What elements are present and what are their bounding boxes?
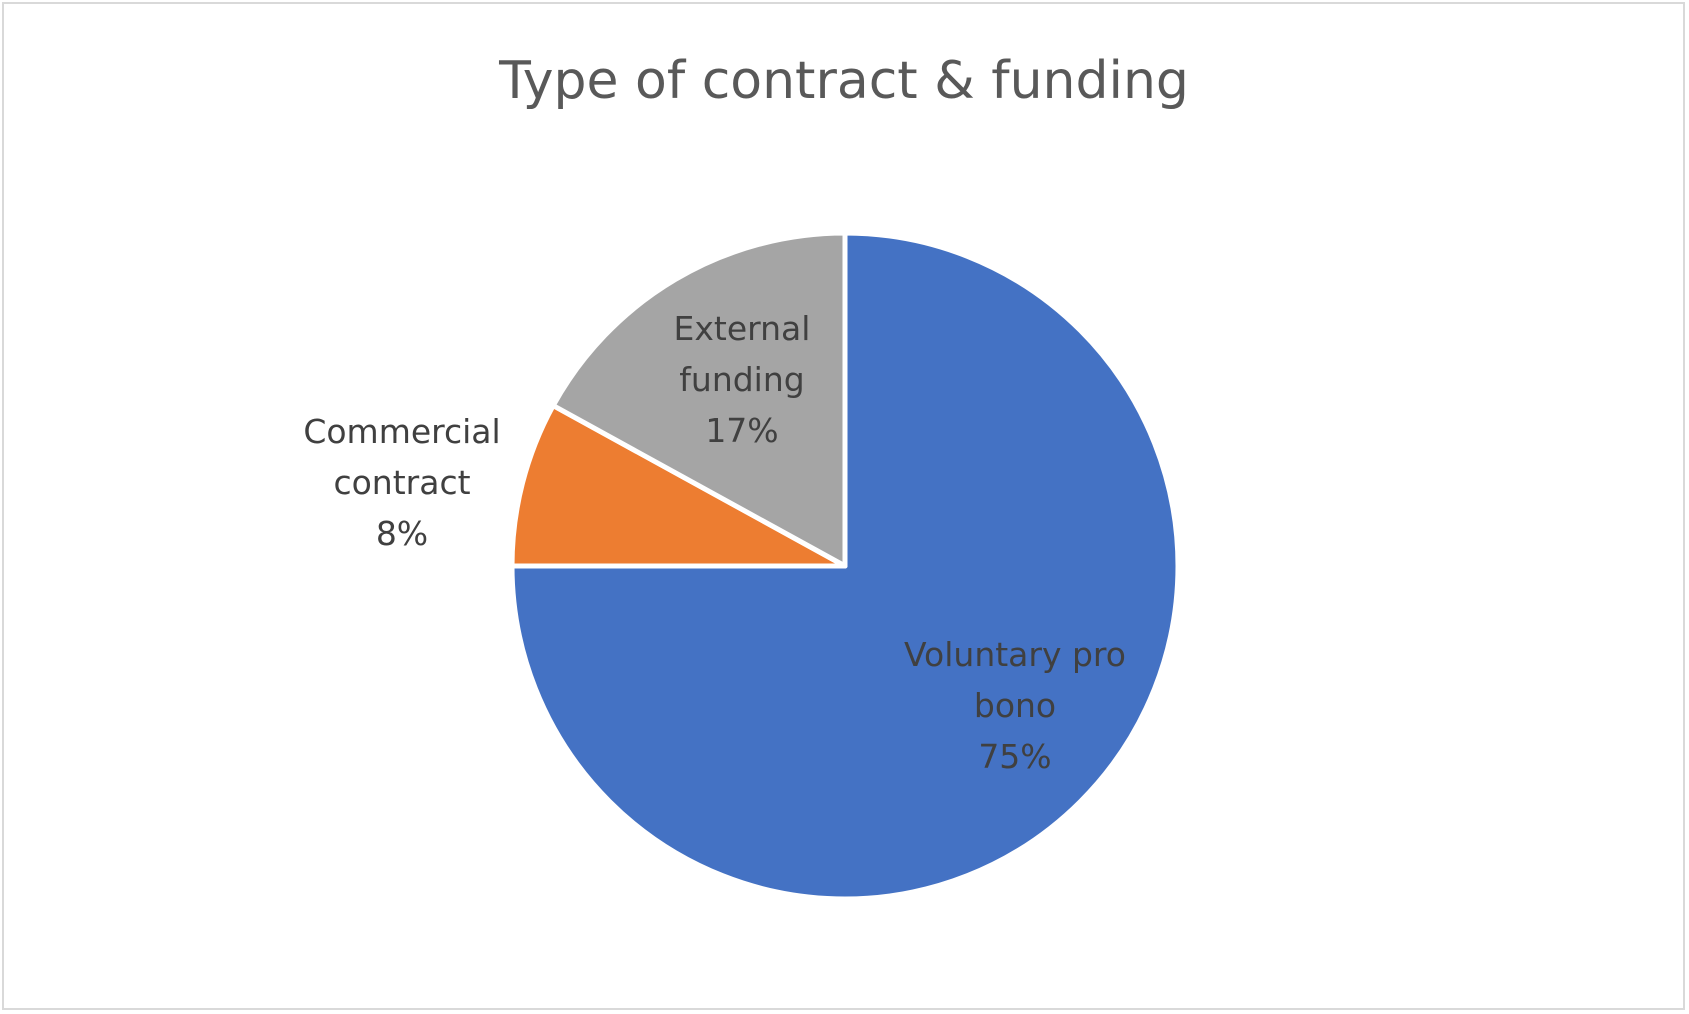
- slice-percent-commercial-contract: 8%: [376, 514, 428, 553]
- pie-slices: [509, 230, 1181, 902]
- slice-percent-external-funding: 17%: [705, 411, 778, 450]
- slice-name-line-voluntary-pro-bono: Voluntary pro: [904, 635, 1126, 674]
- chart-title: Type of contract & funding: [498, 51, 1189, 111]
- slice-label-voluntary-pro-bono: Voluntary pro bono 75%: [904, 635, 1126, 776]
- pie-slice-commercial-contract: [509, 403, 848, 569]
- slice-label-commercial-contract: Commercial contract 8%: [303, 412, 500, 553]
- slice-name-line-commercial-contract: Commercial: [303, 412, 500, 451]
- pie-slice-voluntary-pro-bono: [509, 230, 1181, 902]
- slice-percent-voluntary-pro-bono: 75%: [978, 737, 1051, 776]
- slice-name-line-external-funding: funding: [679, 360, 804, 399]
- slice-name-line-voluntary-pro-bono: bono: [974, 686, 1056, 725]
- slice-label-external-funding: External funding 17%: [674, 309, 811, 450]
- pie-slice-external-funding: [550, 230, 848, 569]
- pie-labels: Voluntary pro bono 75% Commercial contract 8%…: [303, 309, 1126, 776]
- slice-name-line-commercial-contract: contract: [333, 463, 470, 502]
- slice-name-line-external-funding: External: [674, 309, 811, 348]
